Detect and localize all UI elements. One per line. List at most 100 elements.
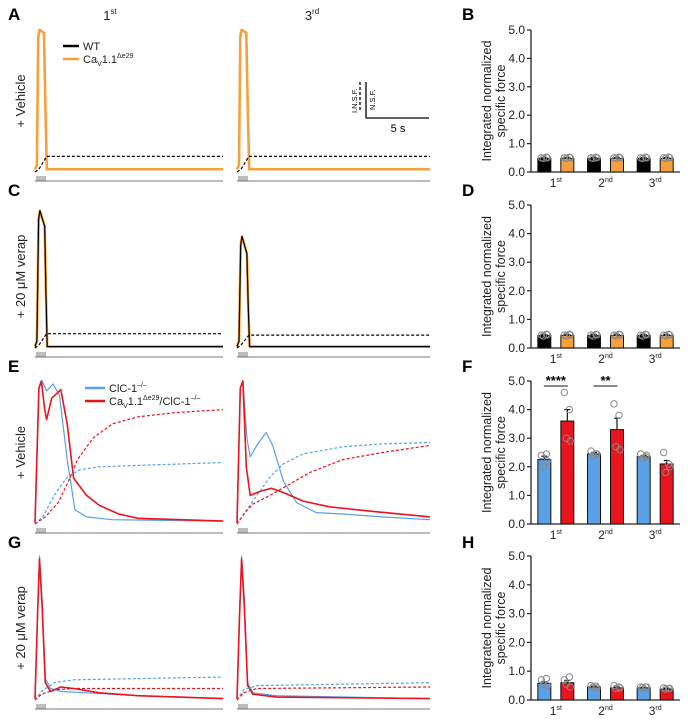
x-tick-label: 3rd [649,176,662,190]
trace-solid-wt [236,29,430,170]
data-point [642,683,651,691]
bar [560,420,575,525]
y-tick-label: 1.0 [508,664,525,678]
y-axis-label: specific force [494,416,508,489]
data-point [665,684,674,693]
trace-panel-C-1 [33,209,223,358]
y-axis-label: specific force [494,240,508,313]
data-point [593,450,601,458]
y-axis-label: Integrated normalized [480,41,494,162]
data-point [638,332,647,340]
y-tick-label: 4.0 [508,403,525,417]
x-tick-label: 1st [550,352,562,366]
scale-label-insf: I.N.S.F. [350,88,359,113]
trace-solid-dko [236,380,431,523]
scale-bar: I.N.S.F. N.S.F. 5 s [350,82,429,135]
y-tick-label: 3.0 [508,607,525,621]
legend-item: CaV1.1Δe29 [83,53,133,68]
x-tick-label: 2nd [598,528,613,542]
y-tick-label: 3.0 [508,80,525,94]
trace-solid-mut [33,209,223,348]
y-tick-label: 5.0 [508,23,525,37]
data-point [661,468,670,477]
data-point [661,685,670,693]
y-tick-label: 0.0 [508,165,525,179]
panel-letter-E: E [8,357,19,376]
panel-letter-G: G [8,533,21,552]
row-label: + Vehicle [13,74,28,127]
data-point [589,154,597,163]
panel-letter-A: A [8,5,20,24]
bar [587,453,601,525]
y-axis-label: Integrated normalized [480,216,494,337]
row-label: + Vehicle [13,426,28,479]
x-tick-label: 3rd [649,704,662,718]
trace-solid-mut [33,28,223,171]
column-header: 1st [103,7,117,23]
bar [537,459,552,525]
data-point [562,332,571,340]
trace-panel-G-2 [236,555,431,710]
data-point [612,154,620,163]
trace-dashed-dko [34,409,224,525]
bar-chart-H: 0.0 1.0 2.0 3.0 4.0 5.0 Integrated normalized s… [480,549,680,718]
data-point [539,463,548,471]
data-point [661,332,670,340]
y-tick-label: 4.0 [508,51,525,65]
y-tick-label: 1.0 [508,312,525,326]
trace-dashed-wt [34,333,223,349]
trace-panel-E-2 [236,380,431,534]
x-tick-label: 2nd [598,352,613,366]
trace-solid-wt [34,29,223,170]
y-tick-label: 1.0 [508,488,525,502]
data-point [665,154,674,162]
data-point [659,448,668,457]
data-point [542,674,551,683]
data-point [560,388,569,397]
trace-dashed-wt [236,155,430,173]
data-point [537,676,546,684]
y-axis-label: Integrated normalized [480,392,494,513]
x-tick-label: 1st [550,704,562,718]
trace-dashed-dko [236,686,431,701]
y-tick-label: 2.0 [508,108,525,122]
bar-chart-D: 0.0 1.0 2.0 3.0 4.0 5.0 Integrated normalized s… [480,198,680,366]
data-point [610,400,618,408]
y-tick-label: 3.0 [508,255,525,269]
trace-dashed-wt [34,155,223,173]
data-point [661,154,670,163]
x-tick-label: 1st [550,176,562,190]
trace-dashed-wt [236,334,430,349]
y-axis-label: specific force [494,64,508,137]
y-tick-label: 0.0 [508,693,525,707]
trace-solid-mut [235,28,430,171]
data-point [543,154,552,162]
x-tick-label: 2nd [598,704,613,718]
y-tick-label: 4.0 [508,578,525,592]
y-axis-label: Integrated normalized [480,568,494,689]
x-tick-label: 3rd [649,528,662,542]
y-axis-label: specific force [494,591,508,664]
trace-dashed-clc [236,682,431,701]
y-tick-label: 5.0 [508,549,525,563]
legend-item: CaV1.1Δe29/ClC-1–/– [109,395,200,410]
data-point [543,457,552,465]
scale-label-nsf: N.S.F. [368,90,377,110]
trace-dashed-clc [34,676,224,701]
data-point [616,445,624,454]
data-point [565,405,574,414]
data-point [566,437,575,445]
y-tick-label: 2.0 [508,635,525,649]
data-point [543,681,552,690]
y-tick-label: 3.0 [508,431,525,445]
column-header: 3rd [305,7,319,23]
data-point [589,683,597,691]
legend-item: WT [83,41,100,53]
data-point [612,332,620,340]
panel-letter-C: C [8,181,20,200]
trace-solid-dko [236,558,431,700]
y-tick-label: 1.0 [508,137,525,151]
bar-chart-B: 0.0 1.0 2.0 3.0 4.0 5.0 Integrated normalized s… [480,23,680,190]
x-tick-label: 2nd [598,176,613,190]
data-point [616,684,624,692]
